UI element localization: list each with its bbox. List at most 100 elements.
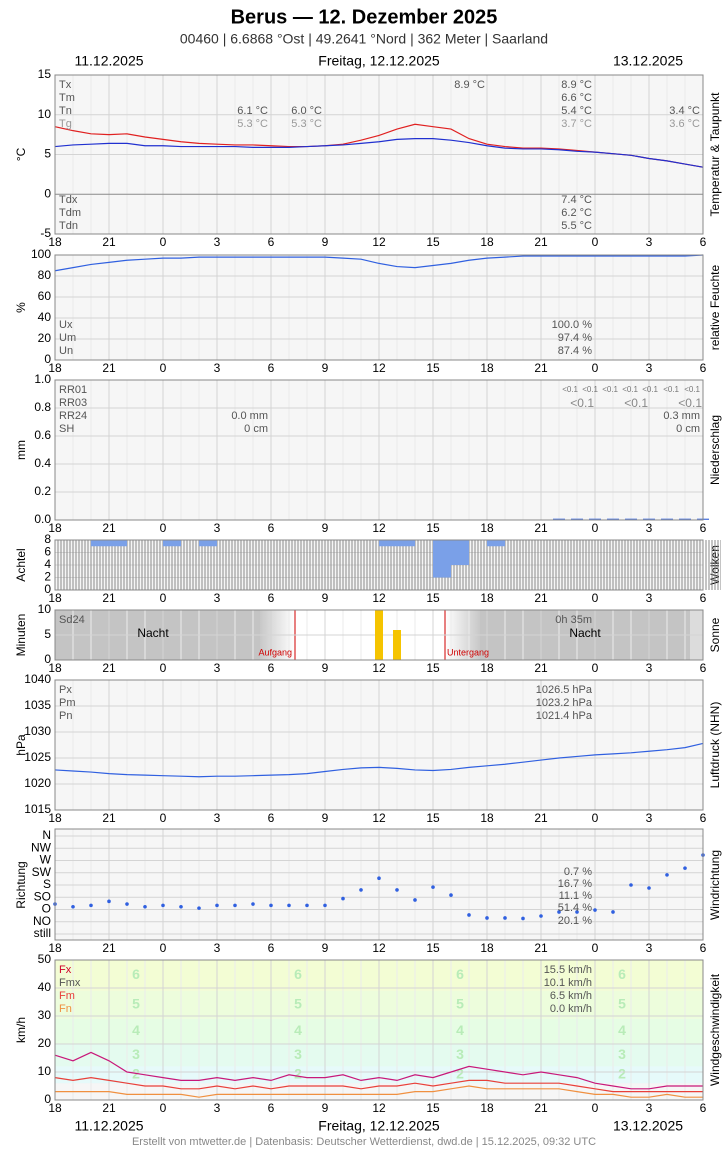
x-tick-label: 21 bbox=[102, 591, 116, 605]
y-tick-label: 0 bbox=[44, 582, 51, 596]
x-tick-label: 6 bbox=[268, 521, 275, 535]
panel-frame bbox=[54, 254, 704, 361]
x-tick-label: 18 bbox=[48, 811, 62, 825]
x-tick-label: 3 bbox=[646, 811, 653, 825]
y-tick-label: 80 bbox=[38, 268, 52, 282]
point bbox=[233, 903, 237, 908]
point bbox=[683, 866, 687, 870]
night-label: Nacht bbox=[137, 626, 169, 640]
date-center: Freitag, 12.12.2025 bbox=[318, 53, 440, 69]
reading: <0.1 bbox=[570, 396, 594, 410]
x-tick-label: 12 bbox=[372, 1101, 386, 1115]
beaufort-label: 4 bbox=[132, 1022, 140, 1038]
reading: 51.4 % bbox=[558, 902, 592, 914]
bar bbox=[271, 540, 289, 590]
bar bbox=[595, 540, 613, 590]
x-tick-label: 3 bbox=[646, 361, 653, 375]
texts: Berus — 12. Dezember 2025 00460 | 6.6868… bbox=[59, 6, 702, 1148]
beaufort-label: 4 bbox=[456, 1022, 464, 1038]
reading: 3.4 °C bbox=[669, 105, 700, 117]
point bbox=[71, 904, 75, 909]
x-tick-label: 12 bbox=[372, 521, 386, 535]
x-tick-label: 3 bbox=[214, 591, 221, 605]
y-axis-label: °C bbox=[14, 147, 28, 161]
reading: <0.1 bbox=[622, 385, 638, 394]
point bbox=[179, 904, 183, 909]
bar bbox=[109, 540, 127, 547]
beaufort-label: 5 bbox=[456, 996, 464, 1012]
x-tick-label: 21 bbox=[534, 1101, 548, 1115]
y-tick-label: 0.8 bbox=[34, 400, 51, 414]
subtitle: 00460 | 6.6868 °Ost | 49.2641 °Nord | 36… bbox=[180, 31, 548, 47]
x-tick-label: 3 bbox=[214, 361, 221, 375]
bar bbox=[127, 540, 145, 590]
y-tick-label: 100 bbox=[31, 247, 51, 261]
legend: Px bbox=[59, 684, 72, 696]
side-label: Luftdruck (NHN) bbox=[708, 702, 722, 789]
reading: 20.1 % bbox=[558, 915, 592, 927]
y-tick-label: 0 bbox=[44, 186, 51, 200]
reading: <0.1 bbox=[684, 385, 700, 394]
y-tick-label: 2 bbox=[44, 570, 51, 584]
x-tick-label: 18 bbox=[480, 661, 494, 675]
bar bbox=[163, 540, 181, 590]
x-tick-label: 18 bbox=[480, 1101, 494, 1115]
beaufort-label: 2 bbox=[294, 1066, 302, 1082]
y-tick-label: -5 bbox=[40, 226, 51, 240]
sunrise-label: Aufgang bbox=[258, 647, 292, 657]
x-tick-label: 21 bbox=[534, 521, 548, 535]
bar bbox=[571, 518, 583, 520]
y-tick-label: 50 bbox=[38, 952, 52, 966]
bar bbox=[577, 540, 595, 590]
y-tick-label: 20 bbox=[38, 331, 52, 345]
bar bbox=[589, 518, 601, 520]
date-right: 13.12.2025 bbox=[613, 1118, 683, 1134]
x-tick-label: 18 bbox=[48, 941, 62, 955]
bar bbox=[607, 518, 619, 520]
beaufort-label: 6 bbox=[456, 966, 464, 982]
y-tick-label: 5 bbox=[44, 627, 51, 641]
y-tick-label: still bbox=[34, 926, 51, 940]
date-left: 11.12.2025 bbox=[74, 1118, 143, 1134]
point bbox=[395, 888, 399, 892]
date-left: 11.12.2025 bbox=[74, 53, 143, 69]
bar bbox=[643, 518, 655, 520]
side-label: Niederschlag bbox=[708, 415, 722, 485]
point bbox=[305, 903, 309, 908]
x-tick-label: 3 bbox=[646, 235, 653, 249]
point bbox=[251, 902, 255, 906]
legend: Pn bbox=[59, 710, 72, 722]
x-tick-label: 0 bbox=[592, 591, 599, 605]
bar bbox=[553, 518, 565, 520]
x-tick-label: 9 bbox=[322, 361, 329, 375]
legend: Tg bbox=[59, 118, 72, 130]
bar bbox=[91, 540, 109, 547]
bar bbox=[379, 540, 397, 547]
date-right: 13.12.2025 bbox=[613, 53, 683, 69]
x-tick-label: 9 bbox=[322, 941, 329, 955]
line bbox=[55, 1085, 703, 1098]
y-tick-label: W bbox=[40, 853, 52, 867]
title: Berus — 12. Dezember 2025 bbox=[231, 6, 498, 28]
bar bbox=[361, 540, 379, 590]
line bbox=[54, 742, 704, 778]
x-tick-label: 0 bbox=[160, 591, 167, 605]
x-tick-label: 3 bbox=[214, 811, 221, 825]
y-tick-label: 0.2 bbox=[34, 484, 51, 498]
panel-frame bbox=[54, 679, 704, 811]
side-label: Temperatur & Taupunkt bbox=[708, 92, 722, 217]
x-tick-label: 3 bbox=[646, 521, 653, 535]
x-tick-label: 9 bbox=[322, 591, 329, 605]
x-tick-label: 0 bbox=[160, 361, 167, 375]
bar bbox=[289, 540, 307, 590]
x-tick-label: 18 bbox=[480, 811, 494, 825]
point bbox=[377, 876, 381, 880]
legend: RR24 bbox=[59, 410, 87, 422]
legend: SH bbox=[59, 423, 74, 435]
point bbox=[431, 885, 435, 889]
x-tick-label: 21 bbox=[102, 235, 116, 249]
x-tick-label: 0 bbox=[592, 1101, 599, 1115]
bar bbox=[523, 540, 541, 590]
legend: RR01 bbox=[59, 384, 87, 396]
x-tick-label: 6 bbox=[700, 811, 707, 825]
